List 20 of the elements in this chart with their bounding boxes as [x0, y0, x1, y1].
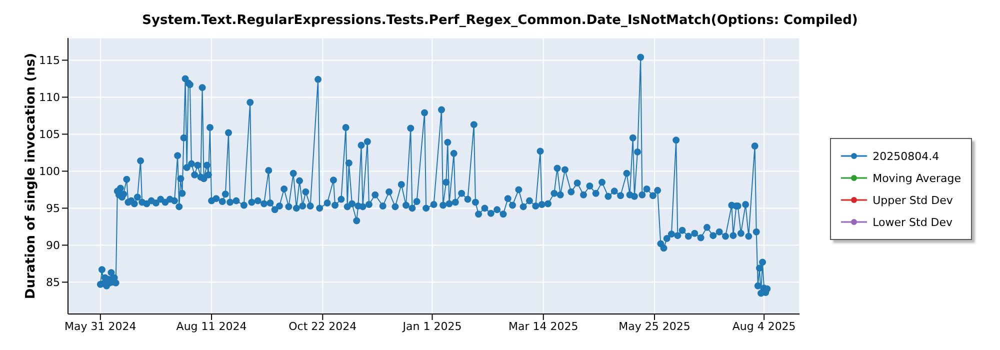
- y-tick-label: 105: [39, 128, 60, 142]
- y-axis-title: Duration of single invocation (ns): [24, 52, 39, 300]
- x-tick-label: Mar 14 2025: [508, 320, 578, 333]
- legend-label: Lower Std Dev: [872, 216, 953, 228]
- legend-label: Moving Average: [872, 172, 961, 184]
- y-tick-label: 95: [46, 202, 60, 216]
- legend-label: Upper Std Dev: [872, 194, 953, 206]
- x-tick-label: Jan 1 2025: [402, 320, 462, 333]
- x-tick-label: Aug 4 2025: [732, 320, 796, 333]
- y-tick-label: 90: [46, 239, 60, 252]
- y-tick-label: 100: [39, 165, 60, 178]
- y-tick-label: 110: [39, 91, 60, 104]
- x-tick-label: May 25 2025: [618, 320, 690, 333]
- x-tick-label: May 31 2024: [64, 320, 136, 333]
- chart-title: System.Text.RegularExpressions.Tests.Perf_Regex_Common.Date_IsNotMatch(Options: Compiled): [141, 12, 859, 30]
- y-tick-label: 85: [46, 276, 60, 290]
- legend-label: 20250804.4: [872, 150, 940, 162]
- x-tick-label: Oct 22 2024: [288, 320, 357, 333]
- x-tick-label: Aug 11 2024: [176, 320, 247, 333]
- y-tick-label: 115: [39, 54, 60, 68]
